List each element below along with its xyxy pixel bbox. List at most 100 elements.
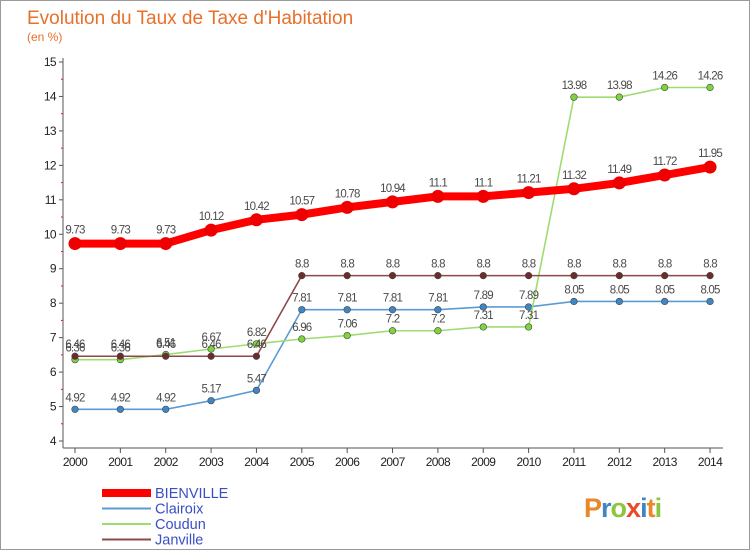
x-tick-label: 2010 [516,455,541,469]
data-label: 9.73 [65,225,85,237]
x-tick-label: 2000 [63,455,88,469]
data-point [71,352,79,360]
data-label: 5.17 [201,384,221,396]
data-point [298,272,306,280]
data-label: 4.92 [156,392,176,404]
data-point [252,386,261,394]
data-label: 8.8 [476,259,490,271]
data-label: 11.72 [653,156,677,168]
data-point [252,340,261,348]
data-label: 8.8 [295,259,309,271]
data-label: 8.05 [564,284,584,296]
data-point [388,327,397,335]
data-point [524,272,533,280]
data-point [570,93,578,101]
data-point [615,297,623,306]
data-point [706,83,714,92]
data-point [113,237,127,251]
data-label: 10.94 [380,183,406,195]
data-point [68,237,82,251]
x-tick-label: 2014 [698,455,723,469]
y-tick-label: 4 [50,434,57,448]
data-label: 14.26 [698,70,723,82]
y-tick-label: 9 [50,262,57,276]
data-point [706,297,714,306]
data-point [162,352,170,360]
data-label: 8.8 [567,259,581,271]
data-point [298,306,306,314]
y-tick-label: 12 [44,158,57,172]
data-point [434,272,442,280]
legend-item-coudun: Coudun [102,517,206,533]
data-point [522,186,536,200]
data-point [343,272,351,280]
data-label: 7.81 [428,293,448,305]
y-tick-label: 15 [44,55,57,69]
data-point [116,352,124,360]
data-point [612,176,626,190]
y-tick-label: 11 [45,193,57,207]
x-tick-label: 2006 [335,455,360,469]
data-point [658,168,672,182]
data-point [207,352,215,360]
legend-item-clairoix: Clairoix [102,502,204,518]
data-label: 8.8 [522,259,536,271]
data-label: 4.92 [111,392,131,404]
data-label: 6.36 [111,343,131,355]
x-tick-label: 2003 [199,455,224,469]
y-tick-label: 6 [50,365,57,379]
data-label: 7.06 [338,319,358,331]
y-tick-label: 10 [44,227,57,241]
data-label: 7.31 [519,310,539,322]
axes: 4 5 6 7 8 9 10 11 12 13 14 15 2000 2001 2002 2003 2004 20… [44,55,724,469]
data-label: 8.05 [610,284,630,296]
data-label: 10.78 [335,188,360,200]
x-tick-label: 2008 [426,455,451,469]
data-label: 10.12 [199,211,224,223]
data-point [434,327,442,335]
x-tick-label: 2007 [380,455,405,469]
data-point [162,405,170,413]
series-janville [71,272,714,360]
data-label: 7.81 [383,293,403,305]
data-label: 6.46 [111,339,131,351]
y-tick-label: 5 [50,400,57,414]
data-label: 11.1 [429,177,448,189]
data-label: 6.46 [201,339,221,351]
legend-item-bienville: BIENVILLE [102,486,229,502]
chart-title: Evolution du Taux de Taxe d'Habitation [27,8,353,29]
data-label: 11.1 [474,177,493,189]
data-label: 6.46 [156,339,176,351]
data-point [204,223,218,237]
data-label: 7.2 [431,314,445,326]
data-label: 9.73 [156,225,176,237]
x-tick-label: 2005 [290,455,315,469]
data-point [661,272,669,280]
x-tick-label: 2012 [607,455,632,469]
data-point [298,335,306,343]
data-label: 9.73 [111,225,131,237]
legend-label: BIENVILLE [155,486,229,502]
data-label: 8.8 [340,259,354,271]
data-point [388,306,397,314]
data-label: 7.89 [519,290,539,302]
data-point [706,272,714,280]
y-tick-label: 8 [50,296,57,310]
x-tick-label: 2011 [562,455,586,469]
data-label: 4.92 [65,392,85,404]
data-label: 7.89 [474,290,494,302]
data-label: 8.05 [655,284,675,296]
y-tick-label: 7 [50,331,57,345]
data-point [207,397,215,405]
data-point [567,182,581,196]
data-label: 10.42 [244,201,269,213]
data-label: 6.82 [247,327,267,339]
data-point [615,272,623,280]
data-point [476,189,490,203]
data-label: 5.47 [247,373,267,385]
data-point [661,297,669,306]
data-point [615,93,623,101]
svg-text:Proxiti: Proxiti [584,493,661,523]
